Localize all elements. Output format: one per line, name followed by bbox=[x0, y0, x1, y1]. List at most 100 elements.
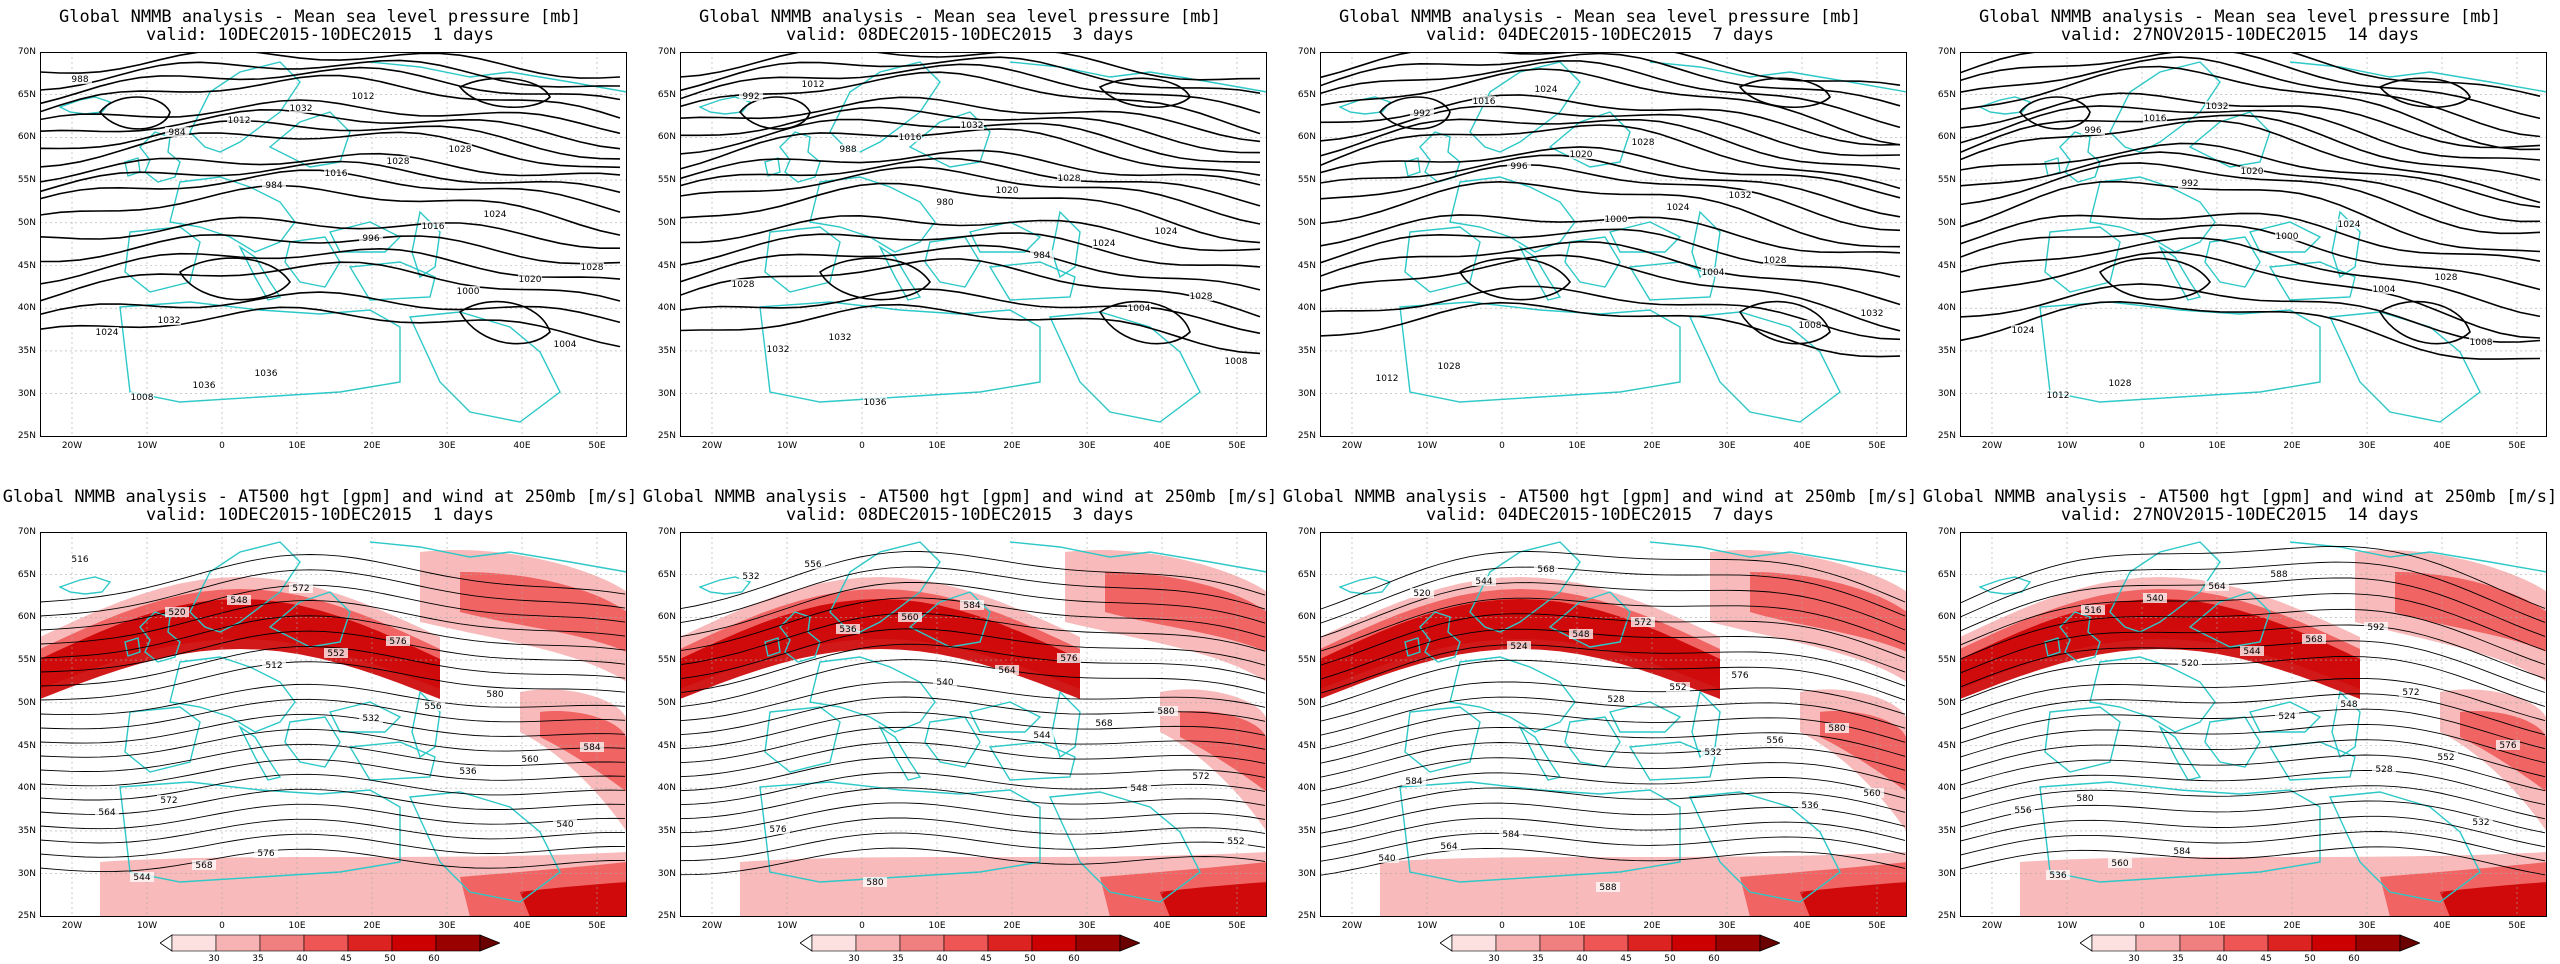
contour-line bbox=[1960, 677, 2546, 722]
coastline bbox=[1399, 301, 1681, 403]
contour-label: 1032 bbox=[290, 104, 313, 114]
contour-line bbox=[680, 741, 1266, 778]
contour-label-bg bbox=[2337, 699, 2361, 709]
lat-tick-label: 55N bbox=[17, 175, 36, 186]
contour-label: 1032 bbox=[961, 121, 984, 131]
contour-label: 572 bbox=[2402, 688, 2419, 698]
contour-label: 1028 bbox=[387, 157, 410, 167]
lon-tick-label: 0 bbox=[1499, 921, 1505, 931]
contour-label: 1024 bbox=[484, 210, 507, 220]
lon-tick-label: 10E bbox=[1568, 921, 1586, 931]
map-area: 516 520 524 528 532 536 540 544 548 552 556 560 564 5… bbox=[1960, 532, 2547, 917]
colorbar-label: 45 bbox=[2260, 954, 2272, 964]
contour-line bbox=[40, 160, 621, 194]
coastline bbox=[1009, 61, 1267, 93]
contour-line bbox=[2378, 77, 2471, 109]
lat-tick-label: 70N bbox=[17, 527, 36, 537]
colorbar-label: 40 bbox=[2216, 954, 2228, 964]
lat-tick-label: 40N bbox=[1937, 783, 1956, 794]
coastline bbox=[139, 131, 181, 183]
lon-tick-label: 40E bbox=[1793, 441, 1811, 451]
lat-tick-label: 30N bbox=[1297, 388, 1316, 399]
contour-label: 1036 bbox=[864, 398, 887, 408]
panel-title: Global NMMB analysis - AT500 hgt [gpm] a… bbox=[2, 487, 638, 507]
contour-label-bg bbox=[2372, 764, 2396, 774]
contour-label: 528 bbox=[2375, 765, 2392, 775]
contour-line bbox=[98, 96, 171, 130]
contour-label-bg bbox=[1728, 670, 1752, 680]
coastline bbox=[2044, 226, 2121, 293]
contour-line bbox=[680, 244, 1261, 291]
colorbar bbox=[800, 934, 1140, 952]
contour-label-bg bbox=[739, 571, 763, 581]
coastline bbox=[328, 701, 402, 733]
lat-tick-label: 55N bbox=[1937, 175, 1956, 186]
contour-label-bg bbox=[2275, 231, 2299, 241]
contour-line bbox=[1320, 597, 1906, 652]
contour-line bbox=[1960, 251, 2541, 339]
contour-label-bg bbox=[1127, 783, 1151, 793]
lon-tick-label: 50E bbox=[588, 921, 606, 931]
lon-tick-label: 0 bbox=[2139, 441, 2145, 451]
contour-label-bg bbox=[1604, 214, 1628, 224]
colorbar-swatch bbox=[435, 934, 481, 952]
contour-label: 1024 bbox=[2338, 220, 2361, 230]
contour-label-bg bbox=[1666, 202, 1690, 212]
lon-tick-label: 0 bbox=[219, 921, 225, 931]
coastline bbox=[2248, 221, 2322, 253]
contour-label-bg bbox=[262, 660, 286, 670]
contour-line bbox=[40, 788, 626, 815]
lon-tick-label: 40E bbox=[513, 441, 531, 451]
contour-line bbox=[1320, 711, 1906, 750]
lat-tick-label: 25N bbox=[1937, 431, 1956, 442]
map-area: 532 536 540 544 548 552 556 560 564 568 572 576 580 5… bbox=[680, 532, 1267, 917]
map-area: 996 992 1000 1004 1008 1012 1016 1020 1024 1028 10… bbox=[1960, 52, 2547, 437]
contour-line bbox=[1960, 655, 2546, 707]
contour-line bbox=[1320, 726, 1906, 764]
contour-label: 564 bbox=[1440, 842, 1457, 852]
contour-label: 992 bbox=[1413, 109, 1430, 119]
contour-line bbox=[1960, 52, 2541, 97]
contour-line bbox=[1960, 300, 2541, 360]
contour-label: 1000 bbox=[2276, 232, 2299, 242]
coastline bbox=[1048, 311, 1201, 423]
map-canvas: 516 520 512 532 536 540 544 548 552 556 560 564 568 5… bbox=[40, 532, 627, 917]
contour-label-bg bbox=[2240, 646, 2264, 656]
lon-tick-label: 0 bbox=[1499, 441, 1505, 451]
contour-line bbox=[680, 157, 1261, 207]
contour-label-bg bbox=[1057, 173, 1081, 183]
contour-line bbox=[40, 615, 626, 659]
contour-label: 568 bbox=[2305, 635, 2322, 645]
contour-line bbox=[1960, 785, 2546, 820]
contour-label: 572 bbox=[292, 584, 309, 594]
contour-label: 592 bbox=[2367, 623, 2384, 633]
contour-label: 1036 bbox=[193, 381, 216, 391]
lat-tick-label: 70N bbox=[1297, 527, 1316, 537]
contour-line bbox=[1960, 114, 2541, 181]
map-frame bbox=[40, 532, 627, 917]
lat-tick-label: 65N bbox=[657, 569, 676, 580]
colorbar-swatch bbox=[391, 934, 437, 952]
lat-tick-label: 70N bbox=[1297, 47, 1316, 57]
coastline bbox=[2204, 716, 2261, 768]
contour-label-bg bbox=[2434, 752, 2458, 762]
contour-label-bg bbox=[1224, 836, 1248, 846]
lon-tick-label: 30E bbox=[1078, 441, 1096, 451]
panel-title: Global NMMB analysis - Mean sea level pr… bbox=[1339, 7, 1861, 27]
coastline bbox=[1051, 210, 1081, 279]
map-area: 520 524 528 532 536 540 544 548 552 556 560 564 568 5… bbox=[1320, 532, 1907, 917]
contour-line bbox=[1960, 577, 2546, 637]
contour-label-bg bbox=[95, 807, 119, 817]
colorbar-arrow bbox=[2080, 934, 2093, 952]
coastline bbox=[119, 781, 401, 883]
contour-label: 1036 bbox=[255, 369, 278, 379]
coastline bbox=[1399, 781, 1681, 883]
lon-tick-label: 20E bbox=[1643, 441, 1661, 451]
contour-label-bg bbox=[739, 91, 763, 101]
contour-label: 552 bbox=[1227, 837, 1244, 847]
contour-label-bg bbox=[1224, 356, 1248, 366]
contour-label: 556 bbox=[424, 702, 441, 712]
lon-tick-label: 40E bbox=[513, 921, 531, 931]
wind-shading bbox=[520, 882, 627, 917]
contour-label-bg bbox=[766, 824, 790, 834]
